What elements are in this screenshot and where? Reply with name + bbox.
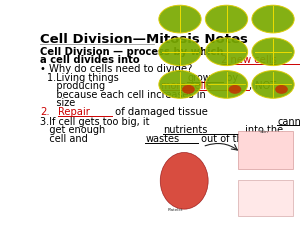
Text: nutrients: nutrients [163, 125, 207, 135]
Text: out of the cell: out of the cell [198, 134, 269, 144]
Text: Cell Division—Mitosis Notes: Cell Division—Mitosis Notes [40, 33, 248, 46]
Text: Repair: Repair [58, 107, 90, 117]
FancyBboxPatch shape [238, 180, 293, 216]
Ellipse shape [160, 153, 208, 209]
Text: 2.: 2. [40, 107, 50, 117]
FancyBboxPatch shape [238, 131, 293, 169]
Text: wastes: wastes [145, 134, 179, 144]
Text: Cell Division — process by which: Cell Division — process by which [40, 47, 223, 57]
Text: cannot: cannot [277, 117, 300, 127]
Ellipse shape [205, 71, 248, 98]
Ellipse shape [252, 71, 294, 98]
Ellipse shape [275, 85, 288, 94]
Text: 3.If cell gets too big, it: 3.If cell gets too big, it [40, 117, 152, 127]
Text: • Why do cells need to divide?: • Why do cells need to divide? [40, 64, 192, 74]
Ellipse shape [159, 38, 201, 66]
Text: cell and: cell and [40, 134, 91, 144]
Text: 2 new cells: 2 new cells [220, 55, 277, 65]
Ellipse shape [159, 5, 201, 33]
Text: producing: producing [47, 81, 108, 91]
Text: Skin: Skin [260, 130, 269, 134]
Text: a cell divides into: a cell divides into [40, 55, 143, 65]
Text: get enough: get enough [40, 125, 108, 135]
Ellipse shape [252, 38, 294, 66]
Text: 1.Living things: 1.Living things [47, 73, 122, 83]
Ellipse shape [205, 38, 248, 66]
Ellipse shape [182, 85, 195, 94]
Text: more cells: more cells [161, 81, 211, 91]
Text: into the: into the [242, 125, 283, 135]
Text: Platelet: Platelet [167, 208, 183, 212]
Ellipse shape [252, 5, 294, 33]
Ellipse shape [205, 5, 248, 33]
Text: because each cell increases in: because each cell increases in [47, 90, 206, 100]
Ellipse shape [229, 85, 241, 94]
Text: by: by [223, 73, 238, 83]
Ellipse shape [159, 71, 201, 98]
Text: of damaged tissue: of damaged tissue [112, 107, 208, 117]
Text: grow: grow [188, 73, 211, 83]
Text: , NOT: , NOT [249, 81, 276, 91]
Text: size: size [47, 98, 75, 108]
